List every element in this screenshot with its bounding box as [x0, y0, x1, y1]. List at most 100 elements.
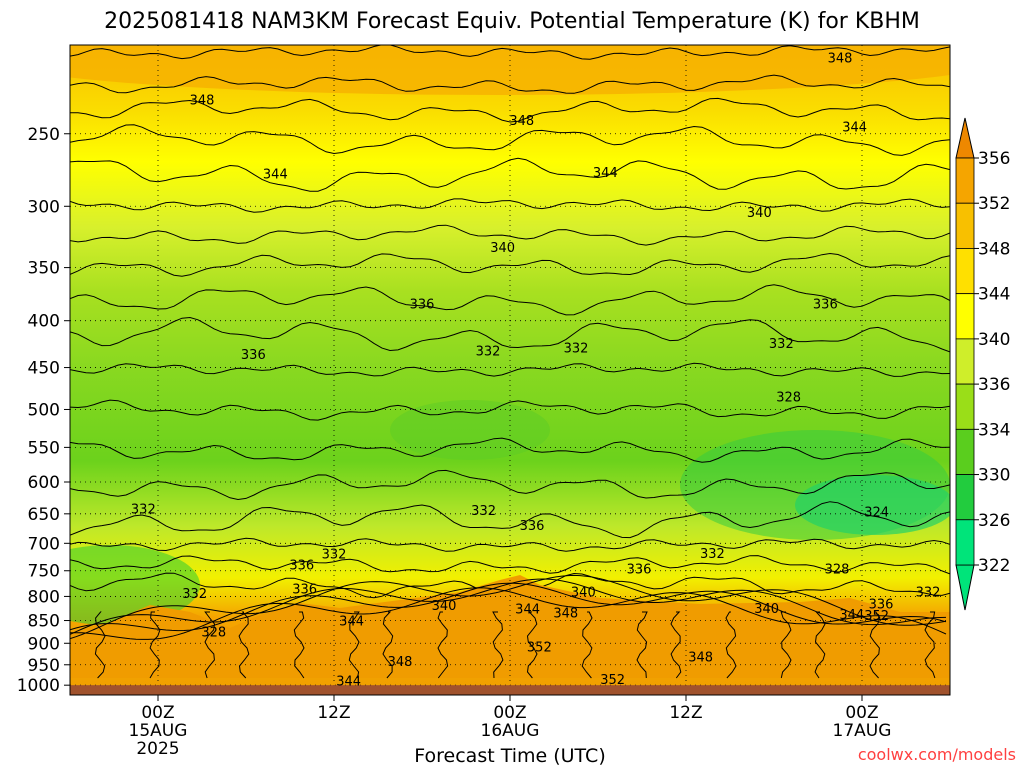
x-tick-year: 2025 [136, 739, 179, 759]
contour-label: 348 [828, 52, 853, 67]
contour-label: 340 [490, 241, 515, 256]
boundary-contour-line [437, 611, 449, 679]
x-tick-label: 00Z [141, 703, 174, 723]
contour-label: 352 [527, 641, 552, 656]
contour-label: 348 [509, 114, 534, 129]
y-tick-label: 750 [28, 562, 60, 582]
boundary-layer-warm-air [70, 575, 950, 678]
upper-orange-band [70, 45, 950, 95]
y-tick-label: 700 [28, 534, 60, 554]
boundary-contour-line [238, 611, 250, 679]
contour-label: 336 [627, 563, 652, 578]
y-tick-label: 250 [28, 125, 60, 145]
contour-line [70, 124, 950, 156]
boundary-contour-line [293, 611, 305, 679]
contour-line [70, 224, 950, 246]
ground-shading [70, 685, 950, 695]
contour-label: 332 [471, 504, 496, 519]
contour-lines [70, 45, 950, 599]
contour-label: 336 [410, 297, 435, 312]
boundary-contour-line [70, 582, 947, 632]
boundary-contour-line [70, 574, 947, 640]
colorbar-segment [955, 383, 975, 430]
contour-label: 336 [292, 582, 317, 597]
contour-line [70, 45, 950, 60]
colorbar-tick-label: 356 [978, 149, 1010, 169]
x-tick-label: 00Z [493, 703, 526, 723]
boundary-contour-line [70, 587, 947, 640]
plot-area: 348 348 348 344 344 344 340 340 336 336 332 336 332 3… [70, 45, 950, 695]
colorbar-bottom-arrow [955, 564, 975, 611]
contour-label: 336 [869, 597, 894, 612]
contour-line [70, 157, 950, 192]
y-tick-label: 900 [28, 634, 60, 654]
colorbar-tick-label: 340 [978, 330, 1010, 350]
contour-label: 352 [600, 673, 625, 688]
colorbar-segment [955, 248, 975, 295]
contour-labels: 348 348 348 344 344 344 340 340 336 336 332 336 332 3… [131, 52, 940, 690]
colorbar-tick-label: 348 [978, 239, 1010, 259]
contour-label: 344 [339, 614, 364, 629]
contour-label: 332 [769, 337, 794, 352]
contour-label: 336 [241, 348, 266, 363]
colorbar-tick-label: 352 [978, 194, 1010, 214]
contour-label: 348 [388, 655, 413, 670]
colorbar-tick-label: 322 [978, 556, 1010, 576]
contour-label: 344 [263, 168, 288, 183]
credit-text: coolwx.com/models [858, 745, 1016, 764]
contour-label: 352 [864, 609, 889, 624]
contour-label: 340 [432, 599, 457, 614]
contour-label: 336 [520, 519, 545, 534]
grid-lines [70, 45, 950, 695]
contour-label: 336 [289, 558, 314, 573]
contour-label: 332 [182, 587, 207, 602]
contour-line [70, 437, 950, 463]
contour-label: 332 [916, 585, 941, 600]
contour-label: 344 [593, 166, 618, 181]
y-tick-label: 850 [28, 612, 60, 632]
contour-label: 332 [700, 547, 725, 562]
x-tick-date: 15AUG [129, 721, 188, 741]
y-tick-label: 800 [28, 587, 60, 607]
contour-line [70, 316, 950, 353]
x-tick-label: 00Z [845, 703, 878, 723]
x-tick-label: 12Z [317, 703, 350, 723]
contour-label: 328 [776, 390, 801, 405]
boundary-contour-line [670, 611, 682, 679]
x-axis-label: Forecast Time (UTC) [414, 745, 605, 767]
boundary-contour-line [581, 611, 593, 679]
y-tick-label: 300 [28, 197, 60, 217]
colorbar-tick-label: 330 [978, 466, 1010, 486]
contour-line [70, 537, 950, 552]
contour-label: 328 [201, 626, 226, 641]
y-axis: 2503003504004505005506006507007508008509… [17, 125, 70, 696]
colorbar-top-arrow [955, 117, 975, 159]
colorbar-segment [955, 157, 975, 204]
contour-label: 332 [131, 503, 156, 518]
colorbar-segment [955, 474, 975, 521]
y-tick-label: 600 [28, 473, 60, 493]
boundary-contour-line [780, 611, 792, 679]
colorbar-segment [955, 428, 975, 475]
contour-line [70, 555, 950, 575]
x-tick-date: 16AUG [481, 721, 540, 741]
boundary-contour-line [382, 611, 394, 679]
boundary-contour-line [814, 611, 826, 679]
boundary-contour-line [70, 578, 947, 635]
boundary-contour-line [348, 611, 360, 679]
contour-label: 344 [839, 608, 864, 623]
colorbar-segment [955, 202, 975, 249]
colorbar-tick-label: 344 [978, 285, 1010, 305]
contour-label: 340 [754, 602, 779, 617]
boundary-contour-line [924, 611, 936, 679]
y-tick-label: 400 [28, 312, 60, 332]
colorbar-tick-label: 334 [978, 420, 1010, 440]
boundary-contour-line [869, 611, 881, 679]
boundary-contour-line [526, 611, 538, 679]
contour-label: 348 [190, 94, 215, 109]
y-tick-label: 350 [28, 259, 60, 279]
y-tick-label: 1000 [17, 676, 60, 696]
contour-label: 332 [564, 342, 589, 357]
contour-line [70, 469, 950, 501]
